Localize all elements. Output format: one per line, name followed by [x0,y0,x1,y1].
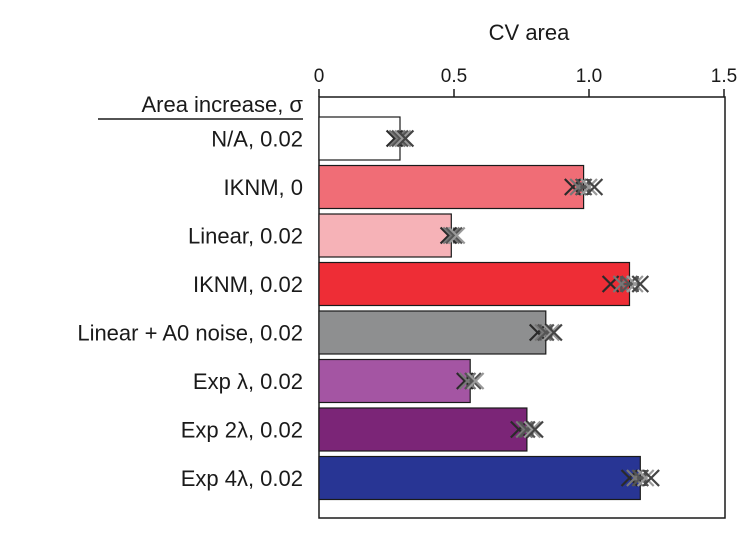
replicate-marker [510,420,528,439]
replicate-marker [631,275,650,293]
bars-group [318,116,660,501]
replicate-marker [439,226,458,245]
category-label: Linear, 0.02 [188,224,303,249]
category-label: IKNM, 0.02 [193,272,303,297]
category-label: IKNM, 0 [224,175,303,200]
replicate-marker [393,129,412,148]
category-header: Area increase, σ [141,92,303,117]
replicate-marker [445,226,463,245]
replicate-marker [447,226,466,245]
plot-frame [318,96,726,519]
replicate-marker [528,323,547,342]
category-label: Linear + A0 noise, 0.02 [77,321,303,346]
category-label: Exp λ, 0.02 [193,369,303,394]
category-label: Exp 2λ, 0.02 [181,418,303,443]
replicate-marker [388,129,407,148]
replicate-marker [464,372,482,390]
x-tick-label: 0.5 [441,66,467,87]
replicate-marker [518,420,536,439]
replicate-marker [396,129,415,148]
x-tick-label: 1.5 [711,66,737,87]
replicate-marker [466,372,485,390]
x-axis-title: CV area [489,20,570,45]
x-axis-ticks: 0 0.5 1.0 1.5 [314,66,737,97]
bar [318,261,631,307]
replicate-marker [626,275,644,293]
x-tick-label: 0 [314,66,325,87]
bar [318,164,585,210]
replicate-marker [523,420,542,439]
replicate-marker [612,275,631,293]
replicate-marker [545,323,563,342]
bar [318,407,528,452]
replicate-marker [391,129,409,148]
replicate-marker [537,323,555,342]
replicate-marker [542,323,560,342]
replicate-marker [580,178,598,196]
replicate-marker [636,469,655,487]
bar [318,213,452,258]
bar [318,455,641,501]
replicate-marker [642,469,660,487]
x-tick-label: 1.0 [576,66,602,87]
category-labels: N/A, 0.02 IKNM, 0 Linear, 0.02 IKNM, 0.02 Li… [77,127,303,492]
category-label: Exp 4λ, 0.02 [181,466,303,491]
bar [318,116,401,161]
replicate-marker [442,226,461,245]
bar [318,310,547,355]
replicate-marker [585,178,604,196]
replicate-marker [458,372,477,390]
category-label: N/A, 0.02 [211,127,303,152]
bar [318,358,471,404]
replicate-marker [526,420,544,439]
